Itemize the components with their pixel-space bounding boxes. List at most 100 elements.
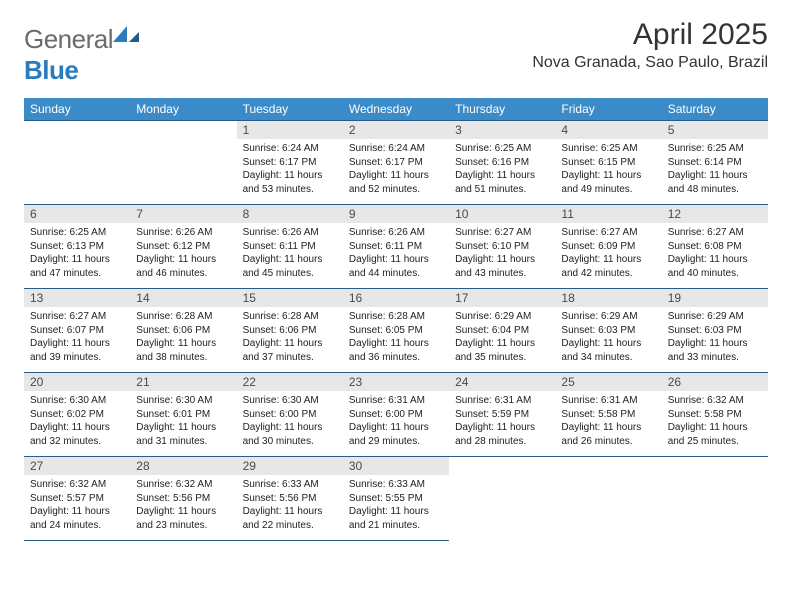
calendar-cell: 11Sunrise: 6:27 AMSunset: 6:09 PMDayligh… <box>555 205 661 289</box>
empty-daynum <box>24 121 130 139</box>
day-number: 27 <box>24 457 130 475</box>
calendar-week: 1Sunrise: 6:24 AMSunset: 6:17 PMDaylight… <box>24 121 768 205</box>
calendar-table: SundayMondayTuesdayWednesdayThursdayFrid… <box>24 98 768 541</box>
day-data: Sunrise: 6:24 AMSunset: 6:17 PMDaylight:… <box>343 139 449 204</box>
calendar-cell: 12Sunrise: 6:27 AMSunset: 6:08 PMDayligh… <box>662 205 768 289</box>
logo-text: GeneralBlue <box>24 24 139 86</box>
day-data: Sunrise: 6:25 AMSunset: 6:13 PMDaylight:… <box>24 223 130 288</box>
empty-daydata <box>449 475 555 531</box>
day-data: Sunrise: 6:27 AMSunset: 6:09 PMDaylight:… <box>555 223 661 288</box>
calendar-cell: 14Sunrise: 6:28 AMSunset: 6:06 PMDayligh… <box>130 289 236 373</box>
day-data: Sunrise: 6:25 AMSunset: 6:14 PMDaylight:… <box>662 139 768 204</box>
calendar-cell <box>24 121 130 205</box>
day-number: 6 <box>24 205 130 223</box>
calendar-cell <box>662 457 768 541</box>
calendar-cell: 5Sunrise: 6:25 AMSunset: 6:14 PMDaylight… <box>662 121 768 205</box>
calendar-cell: 7Sunrise: 6:26 AMSunset: 6:12 PMDaylight… <box>130 205 236 289</box>
day-number: 4 <box>555 121 661 139</box>
calendar-week: 13Sunrise: 6:27 AMSunset: 6:07 PMDayligh… <box>24 289 768 373</box>
logo-blue: Blue <box>24 55 78 85</box>
logo: GeneralBlue <box>24 18 139 86</box>
day-number: 17 <box>449 289 555 307</box>
weekday-header: Wednesday <box>343 98 449 121</box>
calendar-cell: 2Sunrise: 6:24 AMSunset: 6:17 PMDaylight… <box>343 121 449 205</box>
day-data: Sunrise: 6:27 AMSunset: 6:07 PMDaylight:… <box>24 307 130 372</box>
day-data: Sunrise: 6:32 AMSunset: 5:57 PMDaylight:… <box>24 475 130 540</box>
day-data: Sunrise: 6:33 AMSunset: 5:56 PMDaylight:… <box>237 475 343 540</box>
weekday-header: Thursday <box>449 98 555 121</box>
calendar-cell: 13Sunrise: 6:27 AMSunset: 6:07 PMDayligh… <box>24 289 130 373</box>
day-data: Sunrise: 6:26 AMSunset: 6:12 PMDaylight:… <box>130 223 236 288</box>
day-number: 14 <box>130 289 236 307</box>
empty-daynum <box>449 457 555 475</box>
day-data: Sunrise: 6:31 AMSunset: 5:58 PMDaylight:… <box>555 391 661 456</box>
weekday-header: Saturday <box>662 98 768 121</box>
header: GeneralBlue April 2025 Nova Granada, Sao… <box>24 18 768 86</box>
calendar-cell: 3Sunrise: 6:25 AMSunset: 6:16 PMDaylight… <box>449 121 555 205</box>
calendar-cell: 1Sunrise: 6:24 AMSunset: 6:17 PMDaylight… <box>237 121 343 205</box>
calendar-cell: 9Sunrise: 6:26 AMSunset: 6:11 PMDaylight… <box>343 205 449 289</box>
empty-daydata <box>555 475 661 531</box>
weekday-header: Sunday <box>24 98 130 121</box>
month-title: April 2025 <box>532 18 768 52</box>
day-number: 16 <box>343 289 449 307</box>
day-data: Sunrise: 6:26 AMSunset: 6:11 PMDaylight:… <box>237 223 343 288</box>
day-number: 9 <box>343 205 449 223</box>
day-number: 15 <box>237 289 343 307</box>
title-block: April 2025 Nova Granada, Sao Paulo, Braz… <box>532 18 768 72</box>
day-data: Sunrise: 6:28 AMSunset: 6:06 PMDaylight:… <box>237 307 343 372</box>
calendar-cell: 16Sunrise: 6:28 AMSunset: 6:05 PMDayligh… <box>343 289 449 373</box>
day-number: 30 <box>343 457 449 475</box>
weekday-header: Tuesday <box>237 98 343 121</box>
day-data: Sunrise: 6:33 AMSunset: 5:55 PMDaylight:… <box>343 475 449 540</box>
calendar-body: 1Sunrise: 6:24 AMSunset: 6:17 PMDaylight… <box>24 121 768 541</box>
day-number: 28 <box>130 457 236 475</box>
logo-general: General <box>24 24 113 54</box>
day-data: Sunrise: 6:30 AMSunset: 6:02 PMDaylight:… <box>24 391 130 456</box>
day-number: 2 <box>343 121 449 139</box>
calendar-cell: 26Sunrise: 6:32 AMSunset: 5:58 PMDayligh… <box>662 373 768 457</box>
weekday-header: Friday <box>555 98 661 121</box>
day-number: 1 <box>237 121 343 139</box>
empty-daydata <box>130 139 236 195</box>
day-data: Sunrise: 6:32 AMSunset: 5:56 PMDaylight:… <box>130 475 236 540</box>
day-data: Sunrise: 6:28 AMSunset: 6:05 PMDaylight:… <box>343 307 449 372</box>
calendar-cell <box>555 457 661 541</box>
day-data: Sunrise: 6:24 AMSunset: 6:17 PMDaylight:… <box>237 139 343 204</box>
calendar-week: 6Sunrise: 6:25 AMSunset: 6:13 PMDaylight… <box>24 205 768 289</box>
day-number: 25 <box>555 373 661 391</box>
day-data: Sunrise: 6:27 AMSunset: 6:08 PMDaylight:… <box>662 223 768 288</box>
sail-icon <box>113 26 139 44</box>
empty-daynum <box>555 457 661 475</box>
location: Nova Granada, Sao Paulo, Brazil <box>532 54 768 72</box>
day-data: Sunrise: 6:29 AMSunset: 6:03 PMDaylight:… <box>662 307 768 372</box>
calendar-header-row: SundayMondayTuesdayWednesdayThursdayFrid… <box>24 98 768 121</box>
calendar-cell: 23Sunrise: 6:31 AMSunset: 6:00 PMDayligh… <box>343 373 449 457</box>
day-data: Sunrise: 6:30 AMSunset: 6:01 PMDaylight:… <box>130 391 236 456</box>
day-number: 24 <box>449 373 555 391</box>
day-data: Sunrise: 6:26 AMSunset: 6:11 PMDaylight:… <box>343 223 449 288</box>
calendar-cell: 10Sunrise: 6:27 AMSunset: 6:10 PMDayligh… <box>449 205 555 289</box>
calendar-week: 20Sunrise: 6:30 AMSunset: 6:02 PMDayligh… <box>24 373 768 457</box>
day-number: 8 <box>237 205 343 223</box>
day-data: Sunrise: 6:25 AMSunset: 6:16 PMDaylight:… <box>449 139 555 204</box>
calendar-cell: 15Sunrise: 6:28 AMSunset: 6:06 PMDayligh… <box>237 289 343 373</box>
day-data: Sunrise: 6:31 AMSunset: 6:00 PMDaylight:… <box>343 391 449 456</box>
calendar-cell: 18Sunrise: 6:29 AMSunset: 6:03 PMDayligh… <box>555 289 661 373</box>
day-number: 26 <box>662 373 768 391</box>
calendar-cell: 24Sunrise: 6:31 AMSunset: 5:59 PMDayligh… <box>449 373 555 457</box>
day-number: 21 <box>130 373 236 391</box>
calendar-cell: 27Sunrise: 6:32 AMSunset: 5:57 PMDayligh… <box>24 457 130 541</box>
day-data: Sunrise: 6:30 AMSunset: 6:00 PMDaylight:… <box>237 391 343 456</box>
day-data: Sunrise: 6:29 AMSunset: 6:04 PMDaylight:… <box>449 307 555 372</box>
calendar-cell: 4Sunrise: 6:25 AMSunset: 6:15 PMDaylight… <box>555 121 661 205</box>
calendar-cell: 19Sunrise: 6:29 AMSunset: 6:03 PMDayligh… <box>662 289 768 373</box>
day-number: 7 <box>130 205 236 223</box>
day-data: Sunrise: 6:29 AMSunset: 6:03 PMDaylight:… <box>555 307 661 372</box>
calendar-cell: 25Sunrise: 6:31 AMSunset: 5:58 PMDayligh… <box>555 373 661 457</box>
weekday-header: Monday <box>130 98 236 121</box>
empty-daynum <box>662 457 768 475</box>
calendar-cell: 8Sunrise: 6:26 AMSunset: 6:11 PMDaylight… <box>237 205 343 289</box>
calendar-page: GeneralBlue April 2025 Nova Granada, Sao… <box>0 0 792 612</box>
day-number: 10 <box>449 205 555 223</box>
